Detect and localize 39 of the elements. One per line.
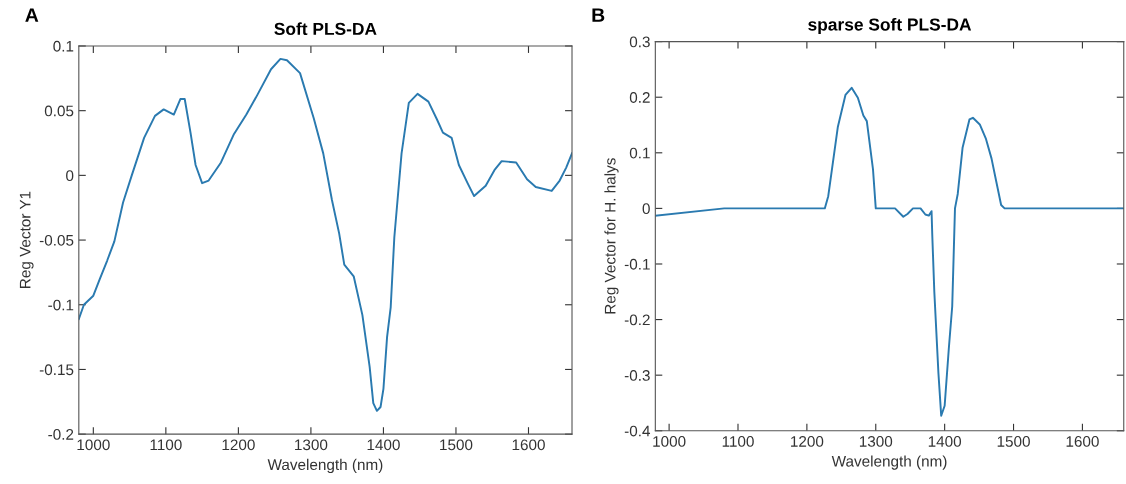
y-tick-label: -0.1 [48, 299, 74, 311]
x-tick-label: 1500 [997, 436, 1030, 447]
x-tick-label: 1500 [440, 439, 473, 451]
y-tick-label: 0.1 [629, 147, 650, 159]
y-tick-label: -0.2 [624, 314, 650, 326]
y-tick-label: -0.1 [624, 258, 650, 270]
x-tick-label: 1200 [222, 439, 255, 451]
y-tick-label: 0 [66, 170, 74, 182]
y-axis-title: Reg Vector for H. halys [604, 158, 619, 314]
x-axis-title: Wavelength (nm) [831, 455, 947, 470]
x-tick-label: 1400 [928, 436, 962, 447]
x-axis-title: Wavelength (nm) [267, 458, 383, 474]
chart-title: sparse Soft PLS-DA [808, 17, 972, 35]
line-series [78, 57, 573, 412]
y-axis-title: Reg Vector Y1 [19, 191, 34, 288]
x-tick-label: 1600 [512, 439, 545, 451]
y-tick-label: 0.05 [44, 105, 74, 117]
y-tick-label: -0.05 [39, 234, 74, 246]
text: B [592, 8, 605, 22]
y-tick-label: -0.15 [39, 364, 74, 376]
text: A [25, 8, 39, 22]
x-tick-label: 1600 [1066, 436, 1099, 447]
x-tick-label: 1300 [295, 439, 328, 451]
x-tick-label: 1000 [653, 436, 686, 447]
y-tick-label: -0.4 [624, 425, 651, 437]
line-series [655, 86, 1124, 417]
y-tick-label: -0.2 [48, 429, 74, 440]
x-tick-label: 1400 [367, 439, 400, 451]
chart-title: Soft PLS-DA [274, 22, 377, 36]
y-tick-label: 0.3 [629, 36, 650, 48]
y-tick-label: 0 [642, 203, 650, 215]
x-tick-label: 1300 [859, 436, 893, 447]
y-tick-label: -0.3 [624, 370, 650, 381]
y-tick-label: 0.2 [629, 92, 650, 103]
x-tick-label: 1100 [150, 439, 182, 451]
y-tick-label: 0.1 [53, 40, 74, 52]
x-tick-label: 1100 [722, 436, 754, 447]
x-tick-label: 1000 [77, 439, 110, 451]
x-tick-label: 1200 [791, 436, 824, 447]
